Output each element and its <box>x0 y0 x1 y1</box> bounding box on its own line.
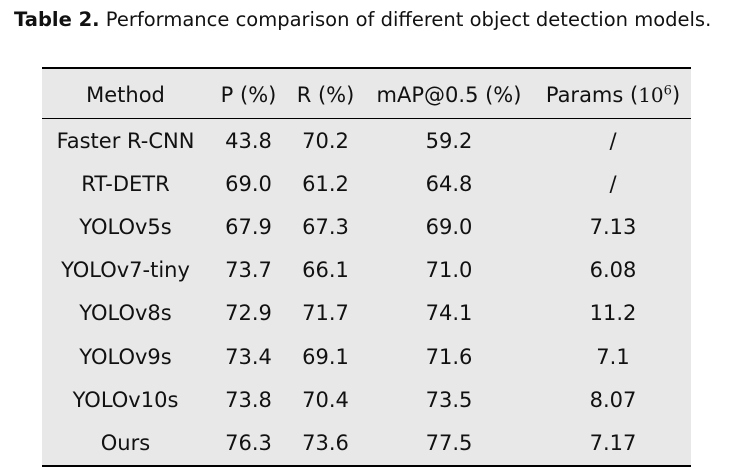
cell-recall: 67.3 <box>302 214 349 239</box>
results-table: Method P (%) R (%) mAP@0.5 (%) Params (1… <box>42 67 691 467</box>
table-row: Ours 76.3 73.6 77.5 7.17 <box>42 421 691 466</box>
table-caption-text: Performance comparison of different obje… <box>105 8 712 31</box>
cell-method: Faster R-CNN <box>56 128 195 153</box>
cell-params: 11.2 <box>589 301 637 326</box>
table-row: YOLOv5s 67.9 67.3 69.0 7.13 <box>42 205 691 248</box>
cell-recall: 73.6 <box>302 430 349 455</box>
params-unit-base: 10 <box>638 82 664 107</box>
cell-map: 69.0 <box>425 214 473 239</box>
table-row: RT-DETR 69.0 61.2 64.8 / <box>42 162 691 205</box>
cell-recall: 69.1 <box>302 344 349 369</box>
header-params-close: ) <box>671 82 681 107</box>
cell-map: 64.8 <box>425 171 473 196</box>
cell-precision: 67.9 <box>225 214 272 239</box>
table-body: Faster R-CNN 43.8 70.2 59.2 / RT-DETR 69.0 61.2… <box>42 119 691 466</box>
header-method: Method <box>86 82 165 107</box>
results-table-container: Method P (%) R (%) mAP@0.5 (%) Params (1… <box>42 67 691 467</box>
cell-precision: 72.9 <box>225 301 272 326</box>
cell-recall: 70.2 <box>302 128 349 153</box>
header-params: Params (106) <box>535 68 691 119</box>
cell-precision: 73.8 <box>225 387 272 412</box>
cell-params: 7.17 <box>589 430 637 455</box>
cell-params: / <box>609 171 617 196</box>
cell-params: 7.1 <box>596 344 630 369</box>
cell-recall: 66.1 <box>302 258 349 283</box>
cell-method: YOLOv7-tiny <box>61 258 190 283</box>
table-row: Faster R-CNN 43.8 70.2 59.2 / <box>42 119 691 163</box>
cell-map: 77.5 <box>425 430 473 455</box>
table-row: YOLOv7-tiny 73.7 66.1 71.0 6.08 <box>42 249 691 292</box>
table-caption-label: Table 2. <box>14 8 100 31</box>
cell-map: 71.0 <box>425 258 473 283</box>
cell-method: YOLOv10s <box>72 387 179 412</box>
cell-params: 7.13 <box>589 214 637 239</box>
table-header-row: Method P (%) R (%) mAP@0.5 (%) Params (1… <box>42 68 691 119</box>
cell-precision: 69.0 <box>225 171 272 196</box>
cell-recall: 61.2 <box>302 171 349 196</box>
cell-method: YOLOv9s <box>79 344 172 369</box>
cell-map: 74.1 <box>425 301 473 326</box>
cell-method: YOLOv8s <box>79 301 172 326</box>
cell-precision: 73.4 <box>225 344 272 369</box>
cell-method: YOLOv5s <box>79 214 172 239</box>
params-unit-exponent: 6 <box>663 82 672 98</box>
params-unit: 106 <box>638 83 672 107</box>
cell-precision: 76.3 <box>225 430 272 455</box>
table-row: YOLOv8s 72.9 71.7 74.1 11.2 <box>42 292 691 335</box>
cell-map: 59.2 <box>425 128 473 153</box>
cell-params: / <box>609 128 617 153</box>
header-recall: R (%) <box>296 82 355 107</box>
cell-params: 8.07 <box>589 387 637 412</box>
cell-method: RT-DETR <box>81 171 170 196</box>
cell-recall: 71.7 <box>302 301 349 326</box>
header-map: mAP@0.5 (%) <box>376 82 522 107</box>
table-caption: Table 2. Performance comparison of diffe… <box>14 6 711 34</box>
cell-map: 71.6 <box>425 344 473 369</box>
cell-method: Ours <box>100 430 151 455</box>
cell-map: 73.5 <box>425 387 473 412</box>
header-params-label: Params ( <box>545 82 639 107</box>
cell-recall: 70.4 <box>302 387 349 412</box>
cell-params: 6.08 <box>589 258 637 283</box>
table-row: YOLOv10s 73.8 70.4 73.5 8.07 <box>42 378 691 421</box>
table-row: YOLOv9s 73.4 69.1 71.6 7.1 <box>42 335 691 378</box>
header-precision: P (%) <box>220 82 277 107</box>
cell-precision: 73.7 <box>225 258 272 283</box>
cell-precision: 43.8 <box>225 128 272 153</box>
